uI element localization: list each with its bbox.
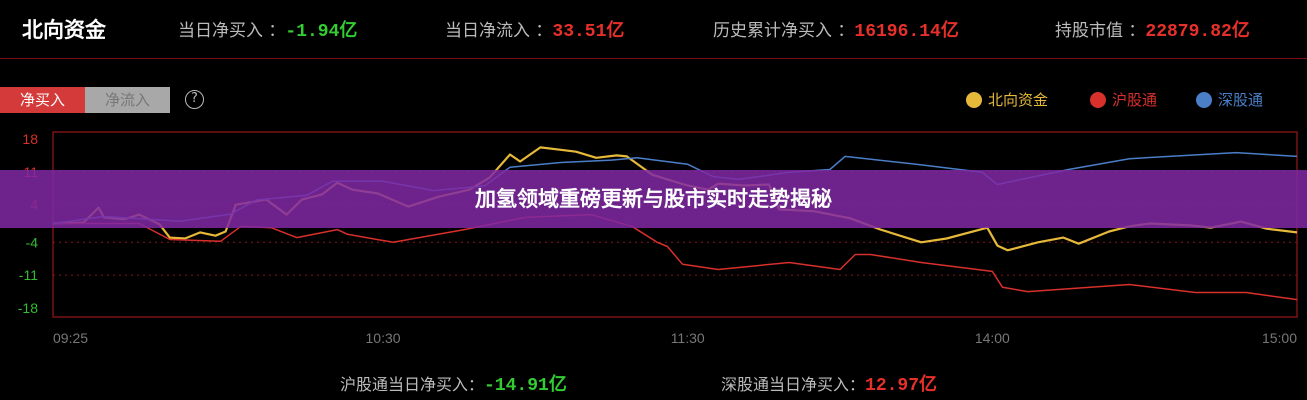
stat-holding-value: 持股市值 ：22879.82亿 [1055,21,1250,42]
stat-value: -1.94亿 [285,22,358,42]
footer-value: 12.97亿 [865,376,938,396]
legend-shenzhen[interactable]: 深股通 [1196,89,1263,110]
legend-dot-icon [1090,92,1106,108]
legend-dot-icon [966,92,982,108]
help-icon[interactable]: ? [185,90,204,109]
y-tick-label: -18 [18,300,38,316]
footer-shenzhen: 深股通当日净买入：12.97亿 [721,375,938,396]
x-tick-label: 11:30 [671,330,705,346]
footer-value: -14.91亿 [484,376,567,396]
stat-value: 22879.82亿 [1145,22,1250,42]
y-tick-label: 18 [22,131,38,147]
legend-dot-icon [1196,92,1212,108]
series-line-northbound [52,146,1298,252]
tab-net-buy[interactable]: 净买入 [0,87,85,113]
stat-net-inflow: 当日净流入 ：33.51亿 [445,21,625,42]
stat-value: 33.51亿 [552,22,625,42]
x-tick-label: 15:00 [1262,330,1297,346]
x-tick-label: 09:25 [53,330,88,346]
tab-net-inflow[interactable]: 净流入 [85,87,170,113]
legend-shanghai[interactable]: 沪股通 [1090,89,1157,110]
legend-northbound[interactable]: 北向资金 [966,89,1048,110]
x-tick-label: 10:30 [366,330,401,346]
stat-value: 16196.14亿 [854,22,959,42]
banner: 加氢领域重磅更新与股市实时走势揭秘 [0,170,1307,228]
x-tick-label: 14:00 [975,330,1010,346]
header: 北向资金 当日净买入 ：-1.94亿 当日净流入 ：33.51亿 历史累计净买入… [0,0,1307,59]
page-title: 北向资金 [22,18,106,42]
stat-cumulative: 历史累计净买入 ：16196.14亿 [713,21,959,42]
y-tick-label: -4 [26,234,39,250]
y-tick-label: -11 [19,267,38,283]
footer-shanghai: 沪股通当日净买入：-14.91亿 [340,375,567,396]
stat-net-buy: 当日净买入 ：-1.94亿 [178,21,358,42]
